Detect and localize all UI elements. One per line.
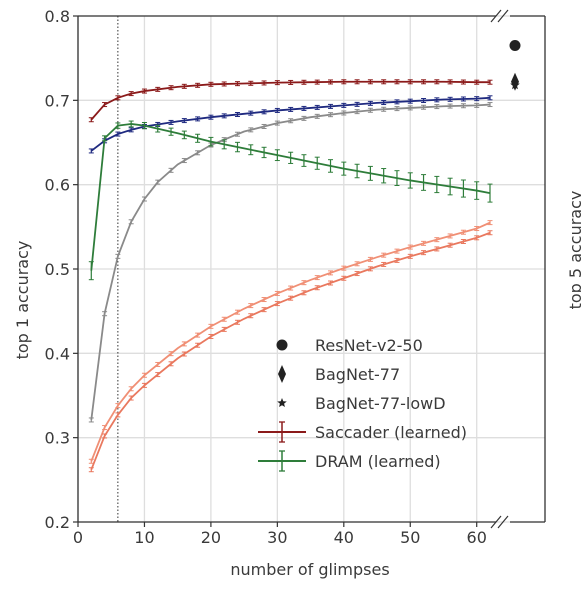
y-axis-label: top 1 accuracy bbox=[13, 241, 32, 360]
axis-break-mark bbox=[497, 9, 509, 23]
axis-break-mark bbox=[490, 515, 502, 529]
legend-label: BagNet-77 bbox=[315, 365, 400, 384]
series bbox=[88, 79, 493, 123]
y-tick-label: 0.6 bbox=[45, 176, 70, 195]
series bbox=[88, 230, 493, 473]
x-tick-label: 10 bbox=[134, 528, 154, 547]
series-line bbox=[90, 123, 491, 271]
series-line bbox=[90, 231, 491, 471]
y-tick-label: 0.3 bbox=[45, 429, 70, 448]
series bbox=[88, 95, 493, 154]
legend-diamond-marker bbox=[278, 365, 286, 383]
x-axis-label: number of glimpses bbox=[230, 560, 389, 579]
legend-circle-marker bbox=[276, 339, 288, 351]
resnet-point bbox=[509, 40, 521, 52]
y-tick-label: 0.8 bbox=[45, 7, 70, 26]
bagnet-lowd-point bbox=[510, 80, 520, 90]
legend-label: DRAM (learned) bbox=[315, 452, 441, 471]
legend-entry: DRAM (learned) bbox=[258, 450, 441, 472]
x-tick-label: 0 bbox=[73, 528, 83, 547]
legend-entry: BagNet-77-lowD bbox=[277, 394, 446, 413]
axis-break-mark bbox=[497, 515, 509, 529]
y-tick-label: 0.2 bbox=[45, 513, 70, 532]
y-tick-label: 0.5 bbox=[45, 260, 70, 279]
series-line bbox=[90, 80, 490, 121]
legend-star-marker bbox=[277, 398, 287, 408]
series-line bbox=[90, 103, 491, 421]
legend-label: Saccader (learned) bbox=[315, 423, 467, 442]
reference-points bbox=[509, 40, 521, 91]
series-line bbox=[90, 221, 491, 462]
series bbox=[88, 120, 493, 281]
x-tick-label: 50 bbox=[400, 528, 420, 547]
right-panel-ylabel-fragment: top 5 accuracy bbox=[566, 191, 581, 310]
series-layer bbox=[88, 79, 493, 473]
legend-entry: Saccader (learned) bbox=[258, 421, 467, 443]
series-line bbox=[90, 96, 491, 152]
x-tick-label: 30 bbox=[267, 528, 287, 547]
legend-label: ResNet-v2-50 bbox=[315, 336, 423, 355]
series bbox=[88, 102, 493, 423]
x-tick-label: 60 bbox=[467, 528, 487, 547]
legend-label: BagNet-77-lowD bbox=[315, 394, 446, 413]
x-tick-label: 20 bbox=[201, 528, 221, 547]
series bbox=[88, 220, 493, 464]
legend-entry: ResNet-v2-50 bbox=[276, 336, 423, 355]
legend: ResNet-v2-50 BagNet-77 BagNet-77-lowD Sacca… bbox=[258, 336, 467, 472]
y-tick-label: 0.7 bbox=[45, 91, 70, 110]
tick-labels: 0.2 0.3 0.4 0.5 0.6 0.7 0.8 0 10 20 30 40 50 60 bbox=[45, 7, 487, 547]
x-tick-label: 40 bbox=[334, 528, 354, 547]
axis-break-mark bbox=[490, 9, 502, 23]
legend-entry: BagNet-77 bbox=[278, 365, 400, 384]
y-tick-label: 0.4 bbox=[45, 344, 70, 363]
